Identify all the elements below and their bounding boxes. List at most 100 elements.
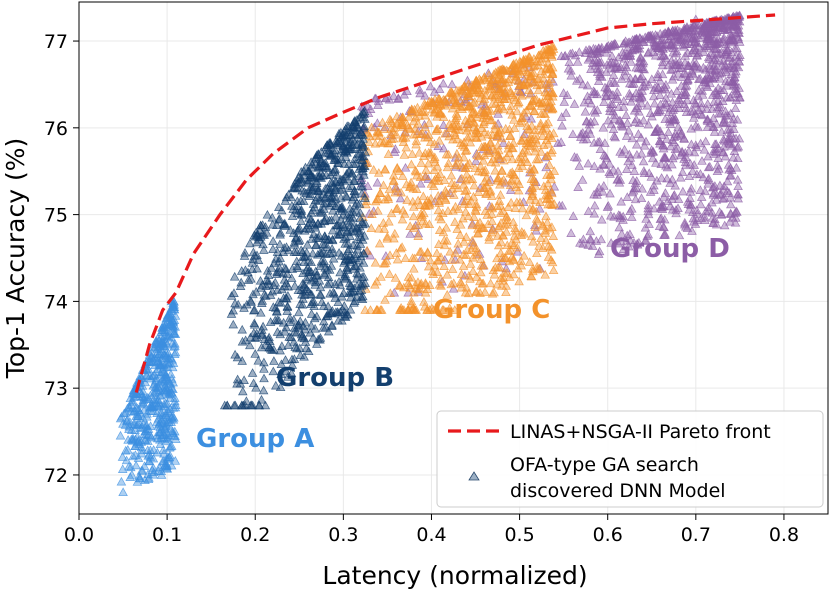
data-point [660,153,670,163]
data-point [616,229,627,238]
data-point [636,98,647,108]
data-point [687,166,698,176]
x-tick-label: 0.5 [504,524,534,546]
data-point [697,85,707,95]
data-point [365,104,376,113]
data-point [493,108,503,118]
x-tick-label: 0.8 [769,524,799,546]
data-point [633,129,644,138]
data-point [666,88,677,98]
data-point [556,112,567,121]
data-point [726,165,737,175]
data-point [420,90,430,100]
data-point [714,108,724,118]
data-point [703,151,713,161]
data-point [708,189,719,199]
legend-scatter-label-line1: OFA-type GA search [510,454,699,476]
group-d-points [356,10,745,297]
data-point [677,167,688,177]
data-point [415,178,426,188]
data-point [373,96,384,105]
data-point [722,176,733,186]
data-point [710,139,720,148]
data-point [660,188,671,197]
data-point [585,234,595,244]
data-point [714,163,724,173]
data-point [557,120,567,130]
data-point [586,234,596,244]
data-point [669,71,679,81]
data-point [667,159,677,169]
data-point [638,115,649,125]
data-point [687,48,697,57]
data-point [696,192,707,201]
data-point [686,139,697,149]
data-point [605,106,615,116]
data-point [629,237,639,247]
data-point [726,199,736,209]
data-point [659,152,669,162]
data-point [709,127,720,136]
data-point [565,48,576,58]
y-tick-label: 75 [44,205,68,227]
data-point [583,158,593,168]
data-point [677,72,687,82]
data-point [619,144,630,154]
data-point [450,254,460,264]
data-point [668,47,678,57]
x-tick-label: 0.0 [64,524,94,546]
data-point [415,88,425,98]
data-point [643,203,653,213]
data-point [709,97,719,106]
data-point [695,169,706,178]
data-point [732,114,743,124]
y-tick-label: 72 [44,465,68,487]
data-point [593,249,604,258]
data-point [568,211,579,220]
data-point [448,283,459,293]
data-point [639,140,650,150]
data-point [679,99,690,109]
data-point [720,64,730,74]
data-point [631,62,641,72]
data-point [612,62,622,71]
data-point [722,186,733,195]
data-point [626,56,636,66]
data-point [579,97,590,107]
data-point [604,158,615,168]
data-point [583,95,594,104]
data-point [594,57,604,66]
data-point [425,81,436,91]
data-point [566,70,576,80]
data-point [636,193,647,203]
data-point [675,125,686,135]
data-point [697,110,708,120]
data-point [643,119,654,129]
data-point [556,51,567,61]
data-point [674,95,685,105]
data-point [699,144,710,154]
data-point [556,137,566,146]
data-point [688,58,698,68]
data-point [574,161,585,170]
data-point [602,44,612,53]
data-point [688,69,699,79]
data-point [583,54,594,64]
data-point [559,97,570,106]
y-tick-label: 73 [44,378,68,400]
data-point [592,67,603,76]
data-point [434,84,445,93]
y-axis-title: Top-1 Accuracy (%) [1,138,30,379]
data-point [574,74,585,83]
data-point [395,193,406,203]
data-point [605,188,615,198]
data-point [589,89,599,98]
data-point [672,86,682,95]
data-point [643,200,654,210]
legend-scatter-label-line2: discovered DNN Model [510,480,726,502]
data-point [718,117,729,126]
data-point [593,76,604,86]
data-point [388,91,399,100]
data-point [597,72,607,81]
group-d-label: Group D [610,234,730,264]
